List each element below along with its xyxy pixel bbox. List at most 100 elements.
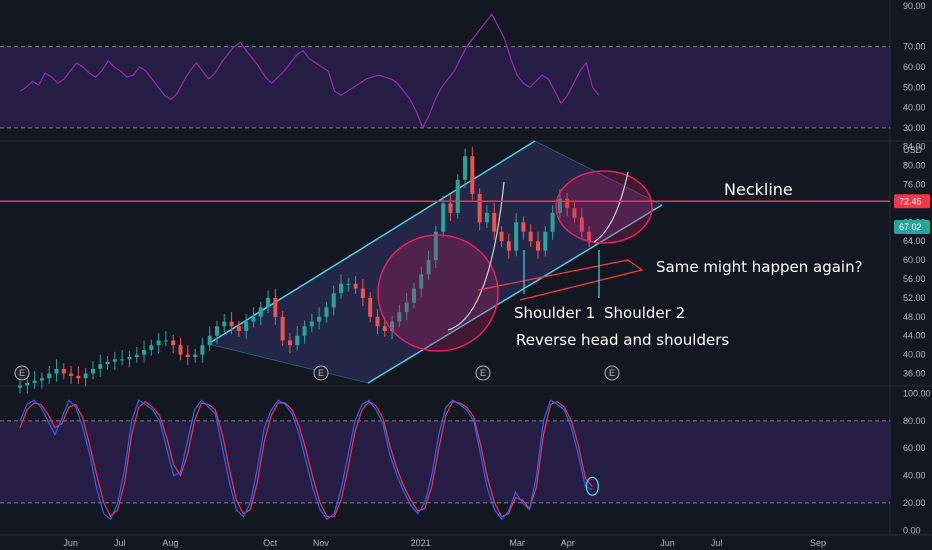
neckline-price-badge: 72.45 xyxy=(894,194,930,209)
candle xyxy=(587,226,592,247)
stochastic-k-line xyxy=(19,399,593,521)
candle xyxy=(61,363,66,380)
channel-lower-line xyxy=(367,204,663,384)
last-price-badge: 67.02 xyxy=(894,219,930,234)
candle xyxy=(521,216,526,240)
svg-text:E: E xyxy=(318,368,324,378)
stochastic-tick-label: 20.00 xyxy=(903,498,926,508)
svg-text:E: E xyxy=(480,368,486,378)
candle xyxy=(207,326,212,351)
candle xyxy=(32,371,37,389)
time-tick-label: Jul xyxy=(711,538,723,548)
candle xyxy=(484,205,489,229)
time-axis[interactable]: Jun Jul Aug Oct Nov 2021 Mar Apr Jun Jul Sep xyxy=(63,538,826,548)
candle xyxy=(499,226,504,247)
candle xyxy=(353,276,358,295)
candle xyxy=(404,293,409,321)
price-tick-label: 76.00 xyxy=(903,180,926,190)
candle xyxy=(69,365,74,384)
candle xyxy=(309,314,314,332)
candle xyxy=(149,339,154,356)
earnings-marker[interactable]: E xyxy=(475,365,491,381)
price-tick-label: 64.00 xyxy=(903,236,926,246)
candle xyxy=(287,332,292,354)
neckline-label: Neckline xyxy=(724,180,793,199)
time-tick-label: Oct xyxy=(263,538,278,548)
price-tick-label: 44.00 xyxy=(903,331,926,341)
candle xyxy=(448,193,453,221)
candle xyxy=(236,320,241,337)
currency-label: USD xyxy=(903,145,923,155)
candle xyxy=(397,304,402,328)
rsi-tick-label: 30.00 xyxy=(903,123,926,133)
candle xyxy=(492,203,497,240)
candle xyxy=(98,354,103,377)
stochastic-tick-label: 40.00 xyxy=(903,471,926,481)
candle xyxy=(557,189,562,219)
price-panel[interactable]: Neckline Same might happen again? Should… xyxy=(0,140,930,394)
time-tick-label: Nov xyxy=(313,538,330,548)
candle xyxy=(193,348,198,363)
candle xyxy=(295,326,300,351)
stochastic-panel[interactable]: 100.00 80.00 60.00 40.00 20.00 0.00 xyxy=(0,388,931,535)
candle xyxy=(477,188,482,231)
time-tick-label: Apr xyxy=(561,538,575,548)
candle xyxy=(514,212,519,257)
candle xyxy=(222,314,227,332)
candle xyxy=(426,250,431,280)
candle xyxy=(90,361,95,380)
price-tick-label: 84.00 xyxy=(903,142,926,152)
earnings-marker[interactable]: E xyxy=(604,365,620,381)
channel-right-edge xyxy=(534,140,663,206)
rsi-line xyxy=(19,13,600,130)
candle xyxy=(200,337,205,363)
time-tick-label: Mar xyxy=(509,538,525,548)
rsi-axis: 90.00 70.00 60.00 50.00 40.00 30.00 xyxy=(903,1,926,133)
stochastic-tick-label: 0.00 xyxy=(903,525,921,535)
candle xyxy=(455,174,460,219)
earnings-marker[interactable]: E xyxy=(14,365,30,381)
candle xyxy=(163,331,168,347)
candle xyxy=(317,307,322,330)
rsi-tick-label: 50.00 xyxy=(903,82,926,92)
candle xyxy=(360,279,365,306)
time-tick-label: Sep xyxy=(810,538,826,548)
candle xyxy=(178,337,183,361)
candle xyxy=(470,146,475,200)
candle xyxy=(273,288,278,325)
candles xyxy=(18,146,592,394)
candle xyxy=(156,332,161,354)
earnings-marker[interactable]: E xyxy=(313,365,329,381)
price-tick-label: 48.00 xyxy=(903,312,926,322)
candle xyxy=(331,285,336,316)
shoulder1-label: Shoulder 1 xyxy=(514,304,595,322)
svg-text:E: E xyxy=(609,368,615,378)
shoulder2-label: Shoulder 2 xyxy=(604,304,685,322)
time-tick-label: Jun xyxy=(660,538,675,548)
candle xyxy=(463,148,468,188)
candle xyxy=(550,205,555,240)
candle xyxy=(76,366,81,384)
stochastic-end-marker xyxy=(585,476,599,496)
candle xyxy=(572,200,577,224)
candle xyxy=(142,340,147,363)
price-tick-label: 40.00 xyxy=(903,350,926,360)
price-tick-label: 56.00 xyxy=(903,274,926,284)
candle xyxy=(229,312,234,335)
time-tick-label: Aug xyxy=(162,538,178,548)
rsi-panel[interactable]: 90.00 70.00 60.00 50.00 40.00 30.00 xyxy=(0,1,926,133)
candle xyxy=(302,320,307,344)
candle xyxy=(441,195,446,238)
candle xyxy=(83,367,88,387)
candle xyxy=(258,301,263,325)
candle xyxy=(324,301,329,323)
time-tick-label: 2021 xyxy=(411,538,431,548)
same-might-happen-arrow xyxy=(477,259,644,301)
same-might-happen-label: Same might happen again? xyxy=(656,258,863,276)
candle xyxy=(185,345,190,366)
stochastic-tick-label: 80.00 xyxy=(903,416,926,426)
candle xyxy=(214,320,219,344)
shoulder2-ellipse xyxy=(555,170,653,244)
